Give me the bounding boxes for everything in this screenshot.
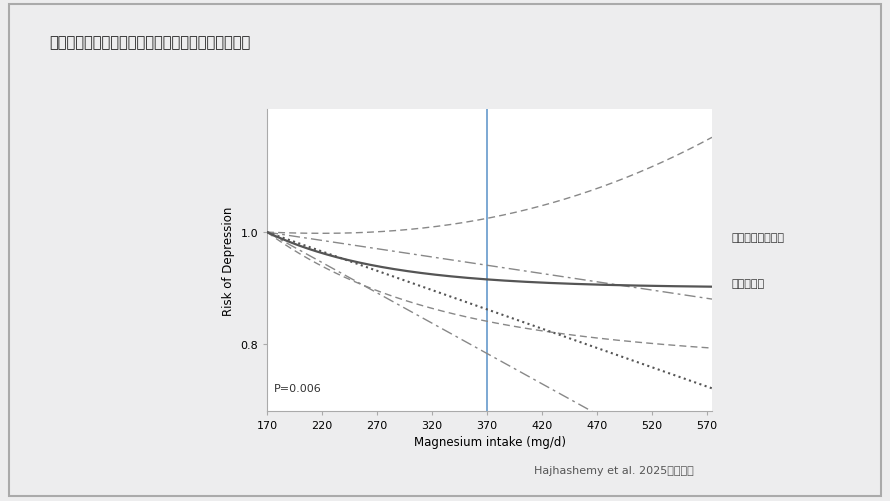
Text: P=0.006: P=0.006 (273, 383, 321, 393)
Text: スプラインモデル: スプラインモデル (732, 233, 785, 243)
Text: 線形モデル: 線形モデル (732, 278, 765, 288)
Text: Hajhashemy et al. 2025より引用: Hajhashemy et al. 2025より引用 (534, 465, 693, 475)
X-axis label: Magnesium intake (mg/d): Magnesium intake (mg/d) (414, 435, 565, 448)
Y-axis label: Risk of Depression: Risk of Depression (222, 206, 235, 315)
Text: マグネシウム摂取量とうつ病発症リスク低下の関係: マグネシウム摂取量とうつ病発症リスク低下の関係 (49, 35, 250, 50)
